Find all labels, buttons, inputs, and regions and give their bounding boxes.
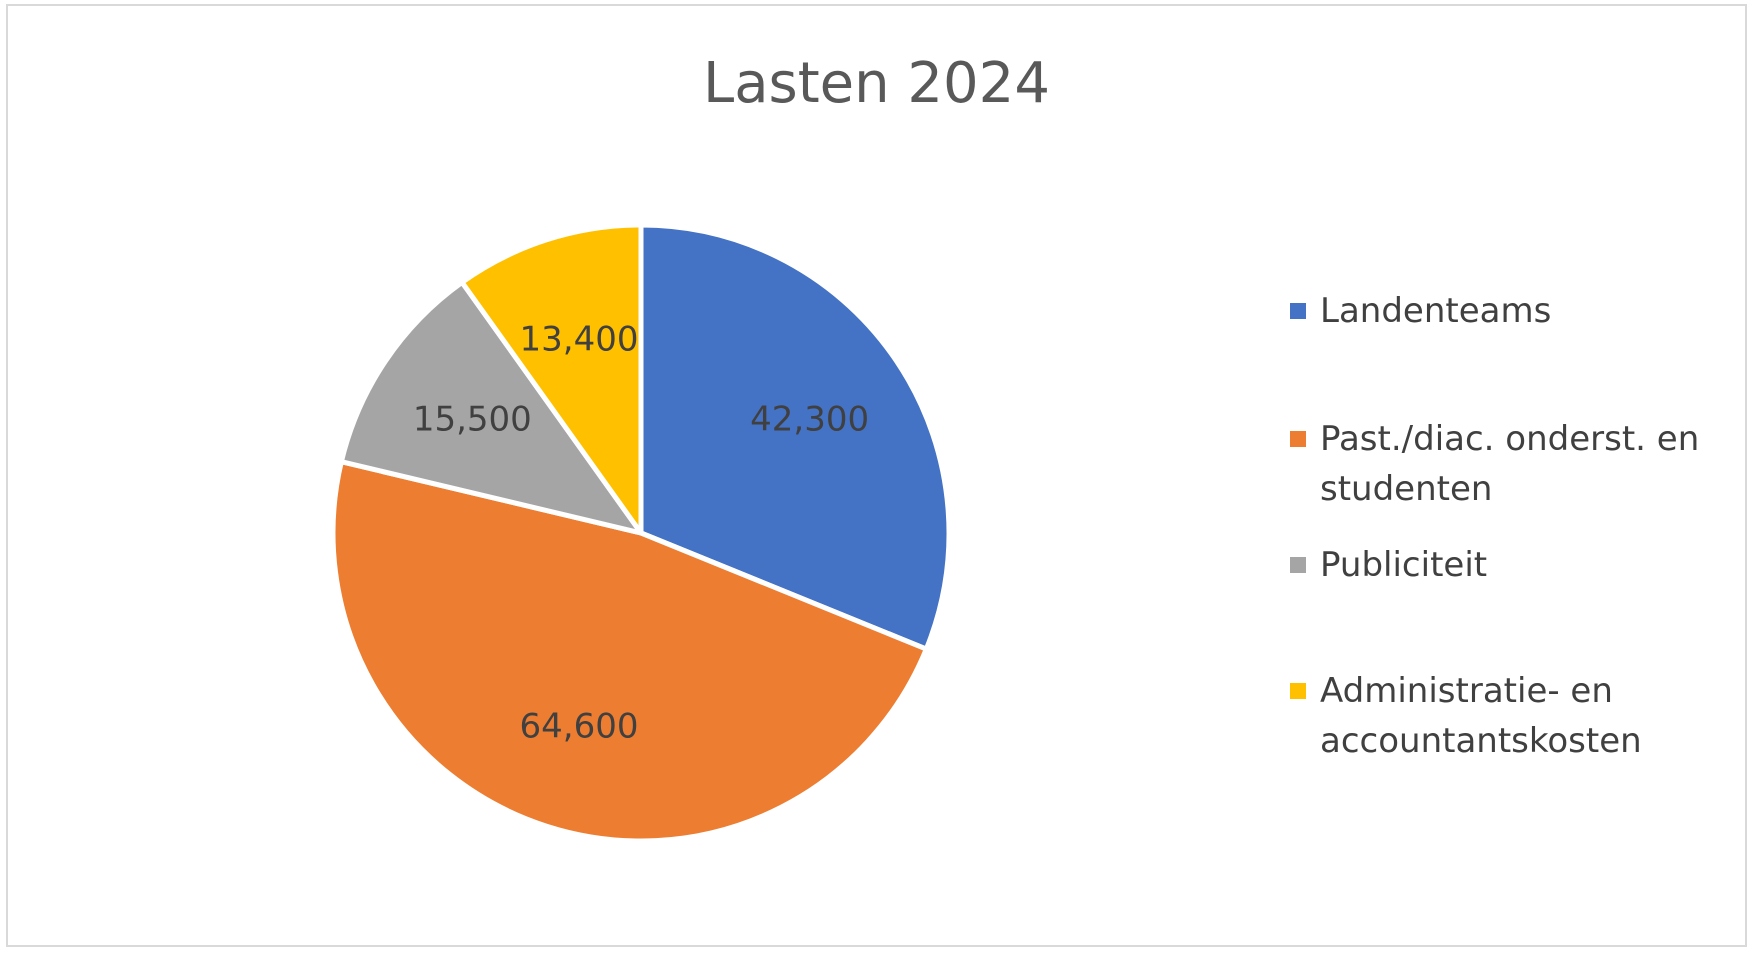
- chart-title: Lasten 2024: [703, 51, 1050, 116]
- legend-label: Administratie- en accountantskosten: [1320, 671, 1642, 761]
- data-label-publiciteit: 15,500: [413, 400, 532, 440]
- legend-item-publiciteit: Publiciteit: [1290, 540, 1720, 590]
- data-label-past-diac-onderst-en-studenten: 64,600: [520, 707, 639, 747]
- data-label-landenteams: 42,300: [750, 400, 869, 440]
- legend-item-administratie: Administratie- en accountantskosten: [1290, 666, 1720, 766]
- legend-swatch: [1290, 431, 1306, 447]
- legend-swatch: [1290, 683, 1306, 699]
- legend-item-landenteams: Landenteams: [1290, 286, 1720, 336]
- pie-slice-publiciteit: [338, 279, 644, 536]
- pie-slice-administratie-en-accountantskosten: [459, 222, 644, 536]
- legend-label: Publiciteit: [1320, 545, 1488, 585]
- legend-swatch: [1290, 557, 1306, 573]
- data-label-administratie-en-accountantskosten: 13,400: [520, 319, 639, 359]
- legend-label: Past./diac. onderst. en studenten: [1320, 419, 1700, 509]
- legend-swatch: [1290, 303, 1306, 319]
- pie-slice-landenteams: [638, 222, 952, 652]
- pie-slice-past-diac-onderst-en-studenten: [330, 459, 929, 844]
- legend-item-past-diac: Past./diac. onderst. en studenten: [1290, 414, 1720, 514]
- legend-label: Landenteams: [1320, 291, 1552, 331]
